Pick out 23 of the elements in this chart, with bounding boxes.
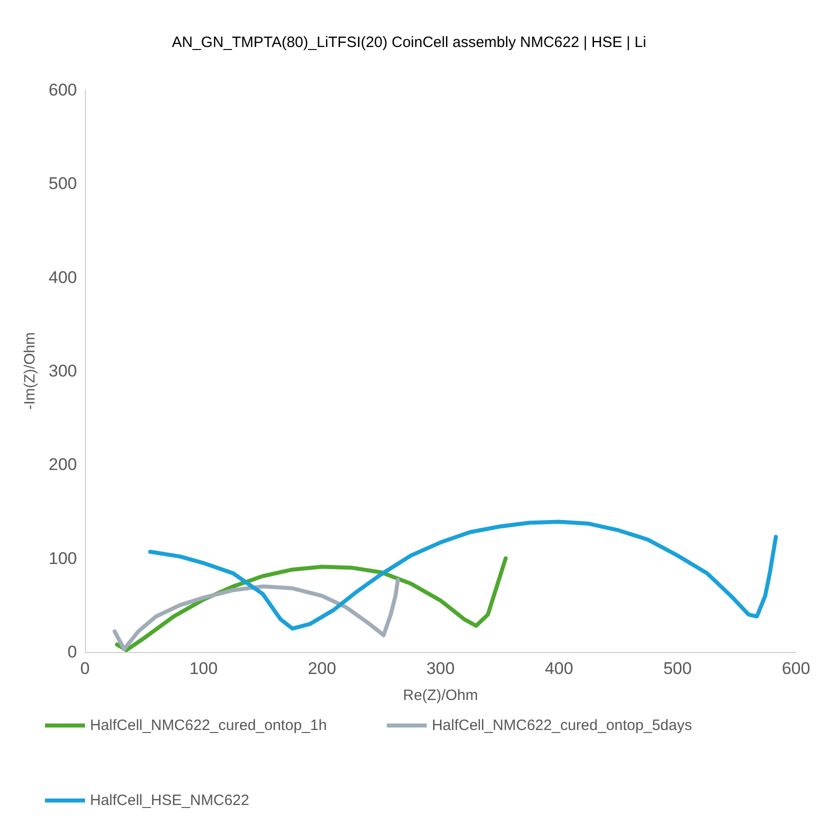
x-axis-title: Re(Z)/Ohm [403,687,478,704]
x-tick-label: 400 [544,659,574,678]
line-series [114,556,508,652]
x-tick-label: 600 [782,659,810,678]
x-tick-label: 200 [308,659,336,678]
x-tick-label: 100 [189,659,218,678]
y-tick-label: 600 [48,80,77,100]
legend-label: HalfCell_HSE_NMC622 [90,792,250,809]
y-tick-label: 200 [48,455,77,474]
y-tick-label: 300 [48,362,77,380]
x-tick-label: 0 [80,659,90,678]
line-series [112,578,400,652]
y-tick-label: 100 [48,548,77,568]
line-series [148,520,778,631]
y-axis-title: -Im(Z)/Ohm [22,332,39,410]
x-tick-label: 300 [426,659,455,678]
y-tick-label: 400 [48,268,77,287]
x-tick-label: 500 [663,659,692,678]
y-tick-label: 500 [48,174,77,194]
chart-title: AN_GN_TMPTA(80)_LiTFSI(20) CoinCell assembly NMC622 | HSE | Li [172,34,646,51]
legend-label: HalfCell_NMC622_cured_ontop_1h [90,717,327,734]
legend-label: HalfCell_NMC622_cured_ontop_5days [432,717,692,734]
y-tick-label: 0 [68,642,77,662]
